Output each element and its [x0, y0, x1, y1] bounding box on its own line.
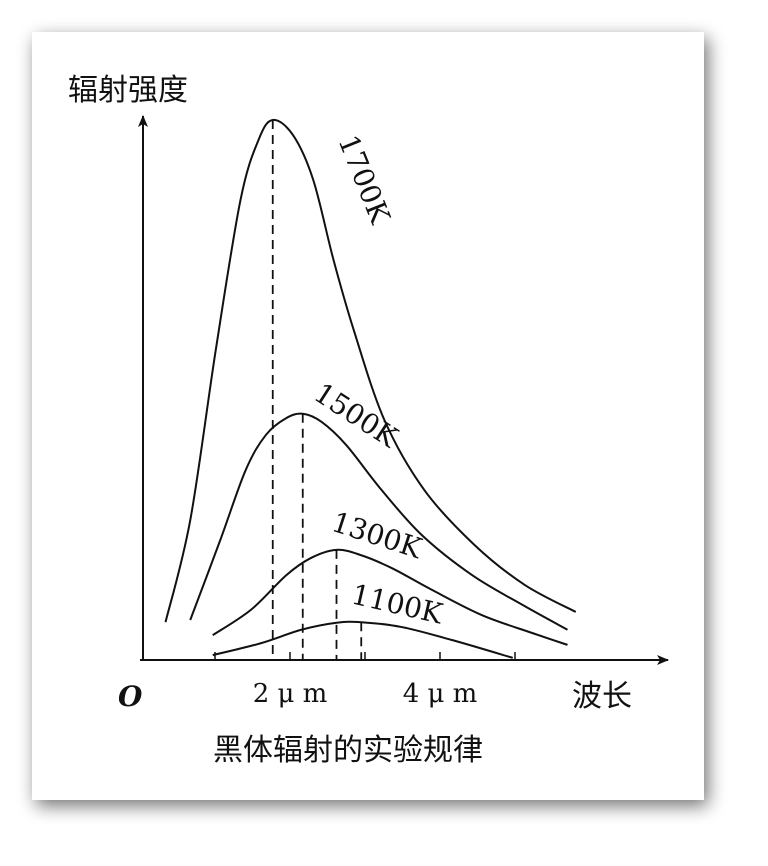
x-tick-label: 2 μ m	[253, 679, 328, 709]
x-axis-label: 波长	[572, 679, 632, 714]
curve	[164, 118, 577, 623]
x-tick-label: 4 μ m	[403, 679, 478, 709]
y-axis-label: 辐射强度	[68, 73, 188, 108]
curve	[212, 548, 568, 646]
curve	[212, 620, 514, 659]
origin-label: O	[118, 680, 143, 713]
curve	[189, 412, 568, 631]
caption: 黑体辐射的实验规律	[213, 733, 483, 768]
